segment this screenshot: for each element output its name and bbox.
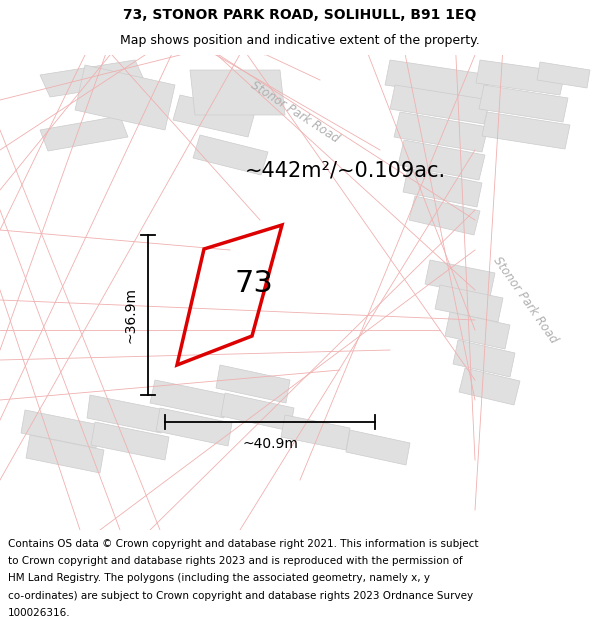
Text: ~36.9m: ~36.9m: [123, 287, 137, 343]
Text: 73: 73: [235, 269, 273, 298]
Polygon shape: [91, 422, 169, 460]
Polygon shape: [453, 340, 515, 377]
Polygon shape: [281, 415, 350, 450]
Polygon shape: [435, 285, 503, 322]
Polygon shape: [190, 70, 285, 115]
Polygon shape: [150, 380, 228, 418]
Polygon shape: [173, 95, 255, 137]
Polygon shape: [479, 85, 568, 122]
Polygon shape: [156, 408, 232, 446]
Text: 73, STONOR PARK ROAD, SOLIHULL, B91 1EQ: 73, STONOR PARK ROAD, SOLIHULL, B91 1EQ: [124, 8, 476, 22]
Polygon shape: [26, 435, 104, 473]
Polygon shape: [459, 368, 520, 405]
Polygon shape: [75, 65, 175, 130]
Polygon shape: [403, 168, 482, 207]
Polygon shape: [425, 260, 495, 297]
Polygon shape: [346, 430, 410, 465]
Polygon shape: [476, 60, 565, 95]
Text: ~442m²/~0.109ac.: ~442m²/~0.109ac.: [245, 160, 446, 180]
Polygon shape: [409, 196, 480, 235]
Polygon shape: [390, 85, 490, 124]
Polygon shape: [221, 393, 294, 431]
Polygon shape: [445, 312, 510, 349]
Polygon shape: [385, 60, 490, 100]
Text: co-ordinates) are subject to Crown copyright and database rights 2023 Ordnance S: co-ordinates) are subject to Crown copyr…: [8, 591, 473, 601]
Text: Stonor Park Road: Stonor Park Road: [248, 79, 341, 146]
Text: to Crown copyright and database rights 2023 and is reproduced with the permissio: to Crown copyright and database rights 2…: [8, 556, 463, 566]
Polygon shape: [87, 395, 165, 433]
Polygon shape: [537, 62, 590, 88]
Polygon shape: [40, 116, 128, 151]
Text: Map shows position and indicative extent of the property.: Map shows position and indicative extent…: [120, 34, 480, 47]
Polygon shape: [394, 112, 488, 152]
Text: Stonor Park Road: Stonor Park Road: [490, 254, 560, 346]
Polygon shape: [193, 135, 268, 175]
Polygon shape: [40, 60, 145, 97]
Text: 100026316.: 100026316.: [8, 608, 70, 618]
Polygon shape: [398, 140, 485, 180]
Text: ~40.9m: ~40.9m: [242, 437, 298, 451]
Polygon shape: [216, 365, 290, 403]
Text: HM Land Registry. The polygons (including the associated geometry, namely x, y: HM Land Registry. The polygons (includin…: [8, 573, 430, 583]
Text: Contains OS data © Crown copyright and database right 2021. This information is : Contains OS data © Crown copyright and d…: [8, 539, 478, 549]
Polygon shape: [21, 410, 100, 448]
Polygon shape: [482, 112, 570, 149]
